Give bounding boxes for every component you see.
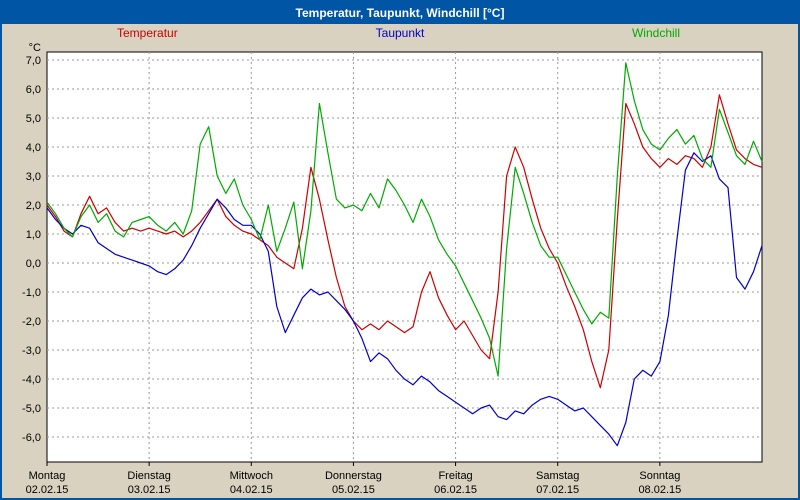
svg-text:Mittwoch: Mittwoch — [230, 470, 273, 482]
svg-text:-3,0: -3,0 — [22, 345, 41, 357]
chart-legend: Temperatur Taupunkt Windchill — [2, 24, 798, 42]
page-title: Temperatur, Taupunkt, Windchill [°C] — [295, 6, 505, 20]
svg-text:2,0: 2,0 — [26, 200, 41, 212]
legend-temperatur: Temperatur — [117, 26, 178, 40]
svg-text:08.02.15: 08.02.15 — [638, 484, 681, 496]
svg-text:4,0: 4,0 — [26, 142, 41, 154]
svg-text:Freitag: Freitag — [438, 470, 472, 482]
svg-text:07.02.15: 07.02.15 — [536, 484, 579, 496]
svg-text:02.02.15: 02.02.15 — [26, 484, 69, 496]
svg-text:0,0: 0,0 — [26, 258, 41, 270]
svg-text:°C: °C — [29, 42, 41, 54]
svg-text:-6,0: -6,0 — [22, 432, 41, 444]
svg-text:04.02.15: 04.02.15 — [230, 484, 273, 496]
svg-text:5,0: 5,0 — [26, 113, 41, 125]
svg-text:3,0: 3,0 — [26, 171, 41, 183]
svg-text:7,0: 7,0 — [26, 55, 41, 67]
svg-text:Dienstag: Dienstag — [127, 470, 170, 482]
svg-text:1,0: 1,0 — [26, 229, 41, 241]
svg-text:-1,0: -1,0 — [22, 287, 41, 299]
svg-text:6,0: 6,0 — [26, 84, 41, 96]
chart-area: 7,0 6,0 5,0 4,0 3,0 2,0 1,0 0,0 -1,0 -2,0 -3,0 -4,0… — [2, 42, 798, 498]
svg-text:Donnerstag: Donnerstag — [325, 470, 382, 482]
svg-text:06.02.15: 06.02.15 — [434, 484, 477, 496]
legend-windchill: Windchill — [631, 26, 680, 40]
svg-text:-2,0: -2,0 — [22, 316, 41, 328]
svg-text:05.02.15: 05.02.15 — [332, 484, 375, 496]
svg-text:Montag: Montag — [29, 470, 66, 482]
svg-text:03.02.15: 03.02.15 — [128, 484, 171, 496]
svg-text:-4,0: -4,0 — [22, 374, 41, 386]
chart-canvas: 7,0 6,0 5,0 4,0 3,0 2,0 1,0 0,0 -1,0 -2,0 -3,0 -4,0… — [22, 42, 763, 496]
title-bar: Temperatur, Taupunkt, Windchill [°C] — [2, 2, 798, 24]
svg-text:Samstag: Samstag — [536, 470, 579, 482]
svg-text:-5,0: -5,0 — [22, 403, 41, 415]
legend-taupunkt: Taupunkt — [375, 26, 425, 40]
svg-text:Sonntag: Sonntag — [639, 470, 680, 482]
